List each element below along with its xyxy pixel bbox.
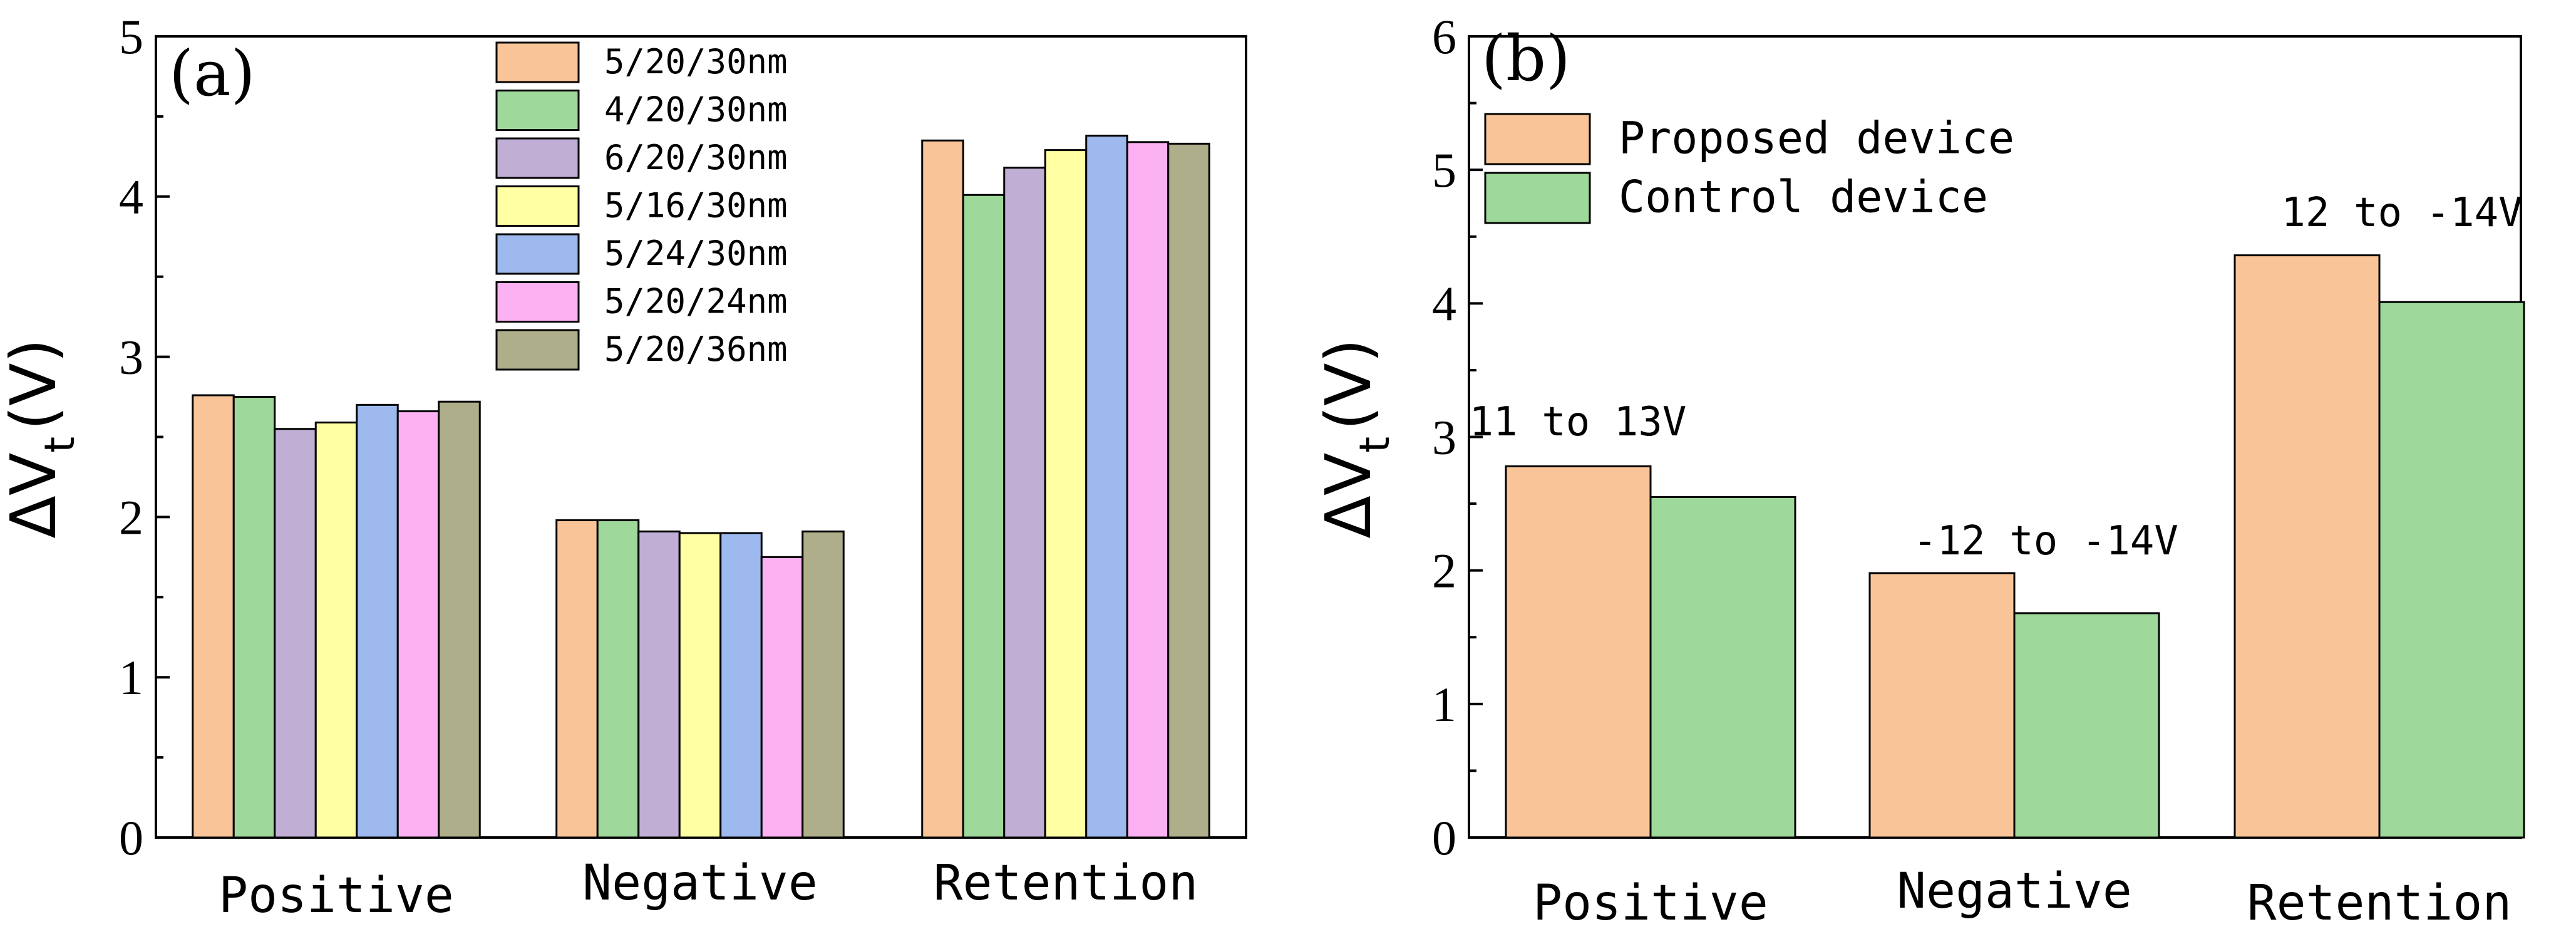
legend-label: 5/20/30nm xyxy=(604,42,788,81)
y-tick-label: 4 xyxy=(1432,276,1456,331)
legend-swatch xyxy=(495,41,580,83)
y-tick-label: 1 xyxy=(1432,677,1456,732)
bar xyxy=(1868,572,2016,839)
y-axis-title: ΔVt (V) xyxy=(1312,338,1399,538)
y-axis-title: ΔVt (V) xyxy=(0,338,84,538)
bar xyxy=(314,421,358,839)
bar xyxy=(1003,167,1046,839)
panel-label: (b) xyxy=(1481,22,1570,95)
bar xyxy=(760,556,804,839)
legend: Proposed device Control device xyxy=(1484,112,2014,224)
bar-annotation: -12 to -14V xyxy=(1913,518,2178,564)
bar xyxy=(396,410,440,839)
y-tick-label: 5 xyxy=(1432,143,1456,197)
y-axis-title-main: ΔV xyxy=(1312,453,1385,539)
y-axis-title-subscript: t xyxy=(36,437,84,453)
y-tick-label: 4 xyxy=(119,170,143,224)
bar xyxy=(1085,135,1128,839)
legend-label: 5/20/24nm xyxy=(604,282,788,321)
bar xyxy=(596,519,640,839)
y-axis-title-unit: (V) xyxy=(0,338,70,430)
bar xyxy=(678,532,722,839)
bar xyxy=(2378,301,2525,839)
bar xyxy=(274,428,317,839)
legend-swatch xyxy=(495,137,580,179)
legend-label: 5/24/30nm xyxy=(604,234,788,273)
bar xyxy=(1044,149,1088,839)
bar xyxy=(2233,254,2381,839)
legend-label: 5/16/30nm xyxy=(604,186,788,226)
y-tick-label: 2 xyxy=(1432,544,1456,598)
x-category-label: Positive xyxy=(1533,875,1768,931)
x-category-label: Retention xyxy=(2247,875,2512,931)
y-tick-label: 5 xyxy=(119,9,143,64)
bar xyxy=(2013,612,2160,839)
bar xyxy=(1505,465,1652,839)
panel-label: (a) xyxy=(169,37,255,110)
legend: 5/20/30nm 4/20/30nm 6/20/30nm 5/16/30nm 5/24… xyxy=(495,41,788,371)
legend-label: Proposed device xyxy=(1619,112,2014,163)
bar-annotation: 12 to -14V xyxy=(2281,190,2522,236)
x-category-label: Negative xyxy=(582,855,818,911)
legend-label: 6/20/30nm xyxy=(604,138,788,177)
bar-annotation: 11 to 13V xyxy=(1470,399,1687,445)
bar xyxy=(232,396,276,839)
legend-label: 4/20/30nm xyxy=(604,90,788,130)
bar xyxy=(192,394,235,839)
bar xyxy=(719,532,763,839)
y-tick-label: 3 xyxy=(119,330,143,385)
legend-swatch xyxy=(495,329,580,371)
legend-swatch xyxy=(1484,113,1591,165)
bar xyxy=(1649,495,1796,839)
bar xyxy=(1167,142,1210,839)
bar xyxy=(356,403,399,839)
legend-swatch xyxy=(495,281,580,323)
bar xyxy=(962,194,1006,839)
chart-panel-a: 0 1 2 3 4 5 Positive Negative Retention (a) ΔVt (V)… xyxy=(0,9,1247,924)
y-axis-title-unit: (V) xyxy=(1312,338,1385,430)
chart-panel-b: 0 1 2 3 4 5 6 Positive Negative Retention (b) ΔVt (V… xyxy=(1312,9,2525,931)
x-category-label: Retention xyxy=(934,855,1198,911)
bar xyxy=(801,530,845,839)
y-tick-label: 0 xyxy=(1432,811,1456,865)
y-axis-title-subscript: t xyxy=(1351,437,1399,453)
bar xyxy=(921,139,964,839)
legend-swatch xyxy=(495,233,580,275)
y-tick-label: 2 xyxy=(119,490,143,544)
x-category-label: Negative xyxy=(1897,863,2132,920)
bar xyxy=(1126,141,1170,839)
bar xyxy=(438,400,481,839)
legend-label: 5/20/36nm xyxy=(604,329,788,369)
y-axis-title-main: ΔV xyxy=(0,453,70,539)
legend-swatch xyxy=(495,90,580,131)
bar xyxy=(637,530,681,839)
y-tick-label: 0 xyxy=(119,811,143,865)
y-tick-label: 1 xyxy=(119,650,143,705)
legend-label: Control device xyxy=(1619,171,1988,222)
legend-swatch xyxy=(1484,172,1591,224)
x-category-label: Positive xyxy=(219,868,454,924)
bar xyxy=(555,519,599,839)
y-tick-label: 6 xyxy=(1432,9,1456,64)
y-tick-label: 3 xyxy=(1432,410,1456,465)
legend-swatch xyxy=(495,185,580,227)
